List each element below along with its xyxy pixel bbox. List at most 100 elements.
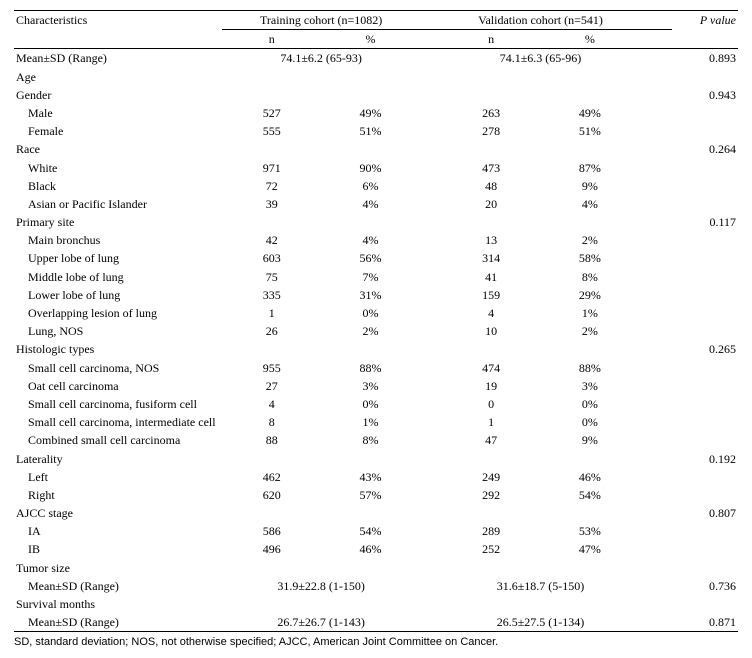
table-row: Middle lobe of lung757%418% <box>14 268 738 286</box>
validation-pct <box>541 504 640 522</box>
training-pct <box>321 595 420 613</box>
training-pct: 1% <box>321 413 420 431</box>
validation-pct: 49% <box>541 104 640 122</box>
p-value <box>672 359 738 377</box>
validation-n: 159 <box>442 286 541 304</box>
validation-pct: 47% <box>541 540 640 558</box>
training-n <box>222 140 321 158</box>
training-pct <box>321 504 420 522</box>
table-row: Small cell carcinoma, fusiform cell40%00… <box>14 395 738 413</box>
row-label: Combined small cell carcinoma <box>14 431 222 449</box>
validation-value: 26.5±27.5 (1-134) <box>442 613 639 632</box>
table-row: White97190%47387% <box>14 159 738 177</box>
p-value <box>672 486 738 504</box>
row-label: Middle lobe of lung <box>14 268 222 286</box>
training-n: 26 <box>222 322 321 340</box>
training-n: 603 <box>222 249 321 267</box>
validation-n: 20 <box>442 195 541 213</box>
table-row: Small cell carcinoma, intermediate cell8… <box>14 413 738 431</box>
training-pct <box>321 559 420 577</box>
table-row: Male52749%26349% <box>14 104 738 122</box>
row-label: Tumor size <box>14 559 222 577</box>
row-label: Female <box>14 122 222 140</box>
row-label: Survival months <box>14 595 222 613</box>
header-pvalue: P value <box>672 11 738 49</box>
p-value <box>672 595 738 613</box>
table-row: Upper lobe of lung60356%31458% <box>14 249 738 267</box>
row-label: Lower lobe of lung <box>14 286 222 304</box>
validation-pct <box>541 595 640 613</box>
p-value <box>672 540 738 558</box>
table-row: Asian or Pacific Islander394%204% <box>14 195 738 213</box>
training-n: 75 <box>222 268 321 286</box>
training-n <box>222 504 321 522</box>
training-pct: 57% <box>321 486 420 504</box>
row-label: IA <box>14 522 222 540</box>
training-pct: 0% <box>321 304 420 322</box>
training-n: 27 <box>222 377 321 395</box>
training-n: 4 <box>222 395 321 413</box>
validation-n: 13 <box>442 231 541 249</box>
training-pct: 0% <box>321 395 420 413</box>
p-value: 0.871 <box>672 613 738 632</box>
validation-pct: 2% <box>541 322 640 340</box>
p-value: 0.192 <box>672 450 738 468</box>
row-label: Mean±SD (Range) <box>14 613 222 632</box>
validation-n: 473 <box>442 159 541 177</box>
table-row: Gender0.943 <box>14 86 738 104</box>
validation-pct <box>541 213 640 231</box>
row-label: Upper lobe of lung <box>14 249 222 267</box>
training-pct <box>321 68 420 86</box>
p-value <box>672 395 738 413</box>
table-row: Oat cell carcinoma273%193% <box>14 377 738 395</box>
table-row: Mean±SD (Range)31.9±22.8 (1-150)31.6±18.… <box>14 577 738 595</box>
p-value <box>672 159 738 177</box>
table-row: Age <box>14 68 738 86</box>
validation-n: 249 <box>442 468 541 486</box>
training-pct: 46% <box>321 540 420 558</box>
header-training-n: n <box>222 30 321 49</box>
table-body: Mean±SD (Range)74.1±6.2 (65-93)74.1±6.3 … <box>14 49 738 632</box>
footnote: SD, standard deviation; NOS, not otherwi… <box>14 636 738 648</box>
cohort-table: Characteristics Training cohort (n=1082)… <box>14 10 738 632</box>
training-n <box>222 68 321 86</box>
validation-n: 263 <box>442 104 541 122</box>
training-n <box>222 213 321 231</box>
p-value <box>672 304 738 322</box>
training-n <box>222 595 321 613</box>
p-value <box>672 522 738 540</box>
training-pct: 8% <box>321 431 420 449</box>
row-label: Asian or Pacific Islander <box>14 195 222 213</box>
training-n: 42 <box>222 231 321 249</box>
training-pct <box>321 450 420 468</box>
row-label: Laterality <box>14 450 222 468</box>
header-training-pct: % <box>321 30 420 49</box>
validation-pct <box>541 559 640 577</box>
training-pct <box>321 340 420 358</box>
row-label: Main bronchus <box>14 231 222 249</box>
training-n: 955 <box>222 359 321 377</box>
p-value: 0.943 <box>672 86 738 104</box>
validation-n <box>442 86 541 104</box>
row-label: Oat cell carcinoma <box>14 377 222 395</box>
validation-pct: 3% <box>541 377 640 395</box>
validation-n: 0 <box>442 395 541 413</box>
validation-pct: 0% <box>541 413 640 431</box>
validation-pct: 46% <box>541 468 640 486</box>
row-label: IB <box>14 540 222 558</box>
training-pct <box>321 86 420 104</box>
row-label: Histologic types <box>14 340 222 358</box>
row-label: Right <box>14 486 222 504</box>
validation-pct: 53% <box>541 522 640 540</box>
validation-pct: 9% <box>541 431 640 449</box>
training-n: 496 <box>222 540 321 558</box>
validation-n: 289 <box>442 522 541 540</box>
training-pct: 54% <box>321 522 420 540</box>
p-value: 0.893 <box>672 49 738 68</box>
training-value: 26.7±26.7 (1-143) <box>222 613 419 632</box>
table-row: Survival months <box>14 595 738 613</box>
training-pct: 4% <box>321 231 420 249</box>
row-label: Lung, NOS <box>14 322 222 340</box>
training-pct: 7% <box>321 268 420 286</box>
row-label: Race <box>14 140 222 158</box>
